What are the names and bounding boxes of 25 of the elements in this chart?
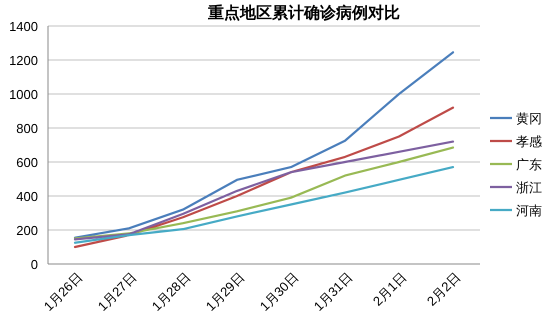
y-tick-label: 1200 — [9, 53, 38, 68]
line-series — [74, 166, 454, 244]
y-tick-label: 200 — [16, 223, 38, 238]
legend-label: 浙江 — [516, 180, 542, 195]
chart-title: 重点地区累计确诊病例对比 — [207, 4, 400, 22]
legend-label: 广东 — [516, 157, 542, 172]
x-tick-label: 1月30日 — [256, 270, 302, 314]
legend-label: 黄冈 — [516, 111, 542, 126]
x-tick-label: 2月2日 — [424, 270, 464, 309]
y-tick-label: 600 — [16, 155, 38, 170]
legend-label: 河南 — [516, 203, 542, 218]
x-tick-label: 2月1日 — [370, 270, 410, 309]
x-tick-label: 1月31日 — [310, 270, 356, 314]
y-tick-label: 0 — [30, 257, 38, 272]
x-tick-label: 1月29日 — [202, 270, 248, 314]
x-tick-label: 1月27日 — [94, 270, 140, 314]
y-tick-label: 800 — [16, 121, 38, 136]
y-tick-label: 400 — [16, 189, 38, 204]
y-tick-label: 1400 — [9, 19, 38, 34]
x-tick-label: 1月26日 — [40, 270, 86, 314]
legend-label: 孝感 — [516, 134, 542, 149]
x-tick-label: 1月28日 — [148, 270, 194, 314]
line-series — [74, 51, 454, 239]
y-tick-label: 1000 — [9, 87, 38, 102]
line-series — [74, 106, 454, 248]
